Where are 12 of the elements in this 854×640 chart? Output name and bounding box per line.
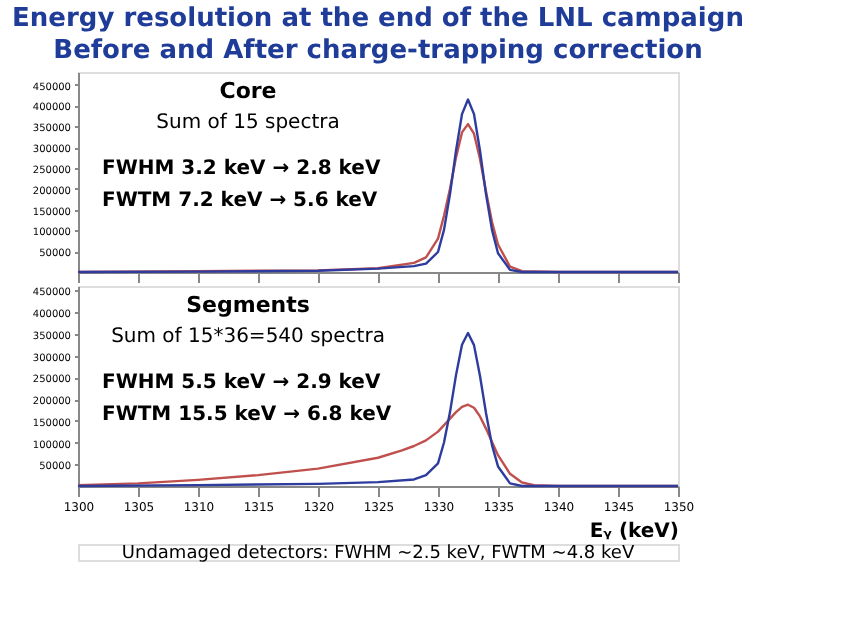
annotation: FWHM 3.2 keV → 2.8 keV [102, 158, 381, 180]
annotation: FWHM 5.5 keV → 2.9 keV [102, 372, 381, 394]
annotation: FWTM 7.2 keV → 5.6 keV [102, 190, 378, 212]
x-axis-title: Eᵧ (keV) [589, 521, 679, 543]
chart-title: Energy resolution at the end of the LNL campaign [12, 4, 744, 34]
annotation: FWTM 15.5 keV → 6.8 keV [102, 404, 392, 426]
text: Undamaged detectors: FWHM ~2.5 keV, FWTM ~4.8 keV [121, 544, 636, 564]
annotation: Core [219, 78, 277, 104]
annotation: Sum of 15 spectra [156, 112, 340, 134]
annotation: Sum of 15*36=540 spectra [111, 326, 385, 348]
annotation: Segments [186, 292, 311, 318]
chart-subtitle: Before and After charge-trapping correction [53, 36, 703, 66]
